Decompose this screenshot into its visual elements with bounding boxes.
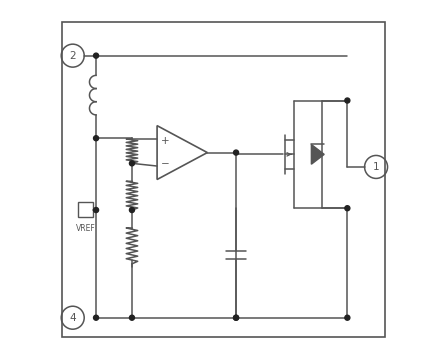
Circle shape — [93, 315, 99, 320]
Circle shape — [93, 53, 99, 58]
Circle shape — [130, 208, 135, 213]
Text: −: − — [160, 159, 169, 169]
Text: +: + — [160, 136, 169, 146]
Circle shape — [130, 315, 135, 320]
Text: 2: 2 — [69, 51, 76, 61]
Circle shape — [130, 161, 135, 166]
Polygon shape — [312, 145, 324, 164]
Text: VREF: VREF — [76, 224, 96, 233]
Circle shape — [345, 98, 350, 103]
Circle shape — [233, 315, 239, 320]
Circle shape — [233, 315, 239, 320]
Circle shape — [345, 315, 350, 320]
Circle shape — [93, 208, 99, 213]
Circle shape — [345, 206, 350, 211]
Circle shape — [233, 150, 239, 155]
Circle shape — [93, 136, 99, 141]
Bar — [78, 202, 93, 217]
Bar — [62, 22, 385, 337]
Text: 4: 4 — [69, 313, 76, 323]
Text: 1: 1 — [373, 162, 380, 172]
